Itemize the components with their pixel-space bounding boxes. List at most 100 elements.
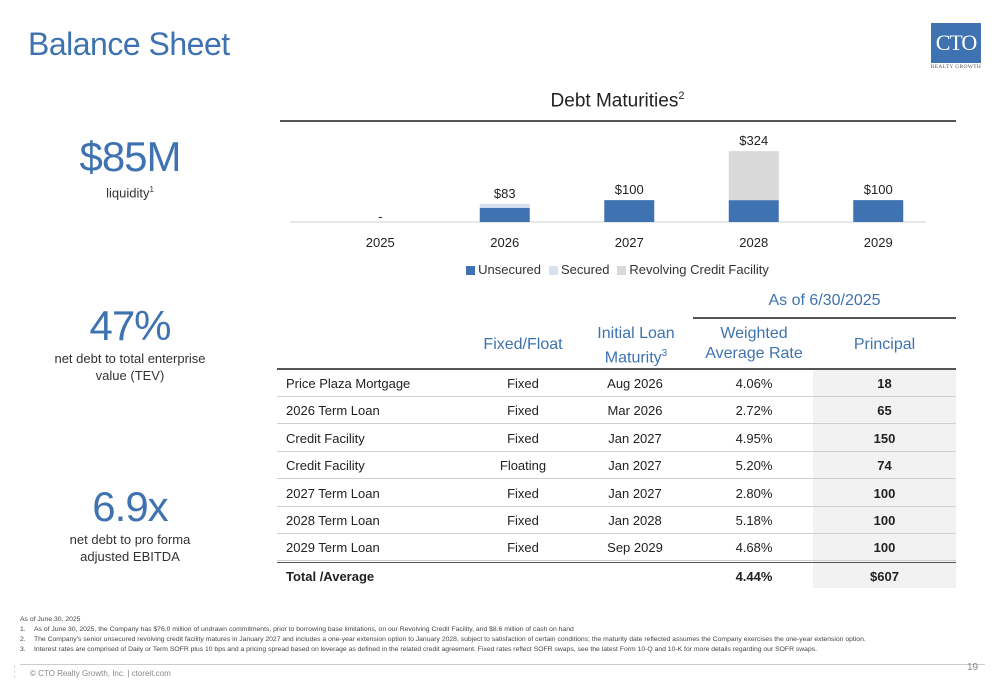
data-label: $100	[615, 182, 644, 197]
legend-item: Secured	[549, 262, 609, 277]
bar-unsecured	[728, 200, 779, 222]
cell-rate: 5.20%	[735, 458, 773, 474]
total-rule	[277, 562, 956, 563]
row-divider	[277, 505, 956, 507]
cell-principal: 100	[873, 513, 896, 528]
cell-rate: 5.18%	[735, 513, 773, 528]
table-row: 2027 Term Loan Fixed Jan 2027 2.80% 100	[277, 480, 956, 507]
cell-fixed-float: Fixed	[507, 540, 539, 556]
cell-fixed-float: Floating	[499, 458, 547, 474]
col-header-maturity: Initial Loan Maturity3	[597, 325, 675, 367]
footnote-1: 1. As of June 30, 2025, the Company has $…	[20, 626, 574, 633]
cell-principal: 150	[873, 430, 896, 446]
company-logo: CTO	[931, 23, 981, 63]
legend-label: Secured	[561, 262, 610, 277]
row-divider	[277, 450, 956, 452]
x-tick-label: 2025	[366, 235, 395, 250]
cell-name: 2028 Term Loan	[286, 513, 380, 528]
copyright: © CTO Realty Growth, Inc. | ctoreit.com	[30, 669, 171, 678]
total-label: Total /Average	[286, 569, 375, 584]
page-title: Balance Sheet	[28, 26, 230, 62]
legend-item: Unsecured	[466, 262, 541, 277]
metric-value: 47%	[89, 302, 171, 349]
cell-principal: 18	[877, 376, 892, 391]
x-tick-label: 2027	[615, 235, 644, 250]
bar-unsecured	[479, 207, 530, 222]
cell-fixed-float: Fixed	[507, 403, 539, 419]
debt-maturities-chart: - 2025 $83 2026 $100 2027 $324 2028 $100 2029	[290, 133, 926, 250]
metric-label: net debt to pro forma adjusted EBITDA	[69, 532, 191, 564]
total-rate: 4.44%	[735, 569, 773, 584]
table-row: 2026 Term Loan Fixed Mar 2026 2.72% 65	[277, 397, 956, 425]
cell-name: 2026 Term Loan	[286, 403, 380, 419]
cell-name: 2029 Term Loan	[286, 540, 380, 556]
legend-label: Unsecured	[478, 262, 541, 277]
table-row: 2029 Term Loan Fixed Sep 2029 4.68% 100	[277, 534, 956, 562]
row-divider	[277, 423, 956, 425]
table-row: Credit Facility Fixed Jan 2027 4.95% 150	[277, 425, 956, 452]
row-divider	[277, 560, 956, 562]
cell-name: Credit Facility	[286, 430, 365, 446]
legend-swatch	[549, 266, 558, 275]
table-as-of-label: As of 6/30/2025	[768, 292, 881, 309]
footnote-3: 3. Interest rates are comprised of Daily …	[20, 646, 818, 653]
table-row: Credit Facility Floating Jan 2027 5.20% 74	[277, 452, 956, 480]
cell-rate: 2.72%	[735, 403, 773, 419]
data-label: -	[378, 209, 382, 224]
legend-label: Revolving Credit Facility	[629, 262, 769, 277]
total-principal: $607	[870, 569, 899, 584]
cell-name: Price Plaza Mortgage	[286, 376, 411, 391]
metric-label: liquidity1	[106, 185, 154, 201]
x-tick-label: 2026	[490, 235, 519, 250]
legend-swatch	[617, 266, 627, 275]
cell-maturity: Aug 2026	[607, 376, 663, 391]
legend-swatch	[466, 266, 476, 275]
metric-value: 6.9x	[92, 483, 168, 530]
col-header-fixed-float: Fixed/Float	[483, 336, 563, 353]
cell-rate: 4.68%	[735, 540, 773, 556]
bar-revolving-credit-facility	[728, 151, 779, 201]
table-row: 2028 Term Loan Fixed Jan 2028 5.18% 100	[277, 507, 956, 534]
col-header-principal: Principal	[853, 336, 916, 353]
cell-maturity: Mar 2026	[607, 403, 663, 419]
cell-name: 2027 Term Loan	[286, 485, 380, 501]
metric-label: net debt to total enterprise value (TEV)	[54, 351, 206, 383]
footer-logo: ▪ ▪ ▪	[14, 664, 16, 679]
as-of-rule	[693, 317, 956, 319]
chart-title: Debt Maturities2	[550, 90, 685, 112]
metric-net-debt-ebitda: 6.9x net debt to pro forma adjusted EBIT…	[40, 483, 220, 565]
data-label: $324	[739, 133, 768, 148]
bar-secured	[479, 203, 530, 208]
cell-maturity: Jan 2027	[608, 458, 662, 474]
cell-fixed-float: Fixed	[507, 430, 539, 446]
metric-value: $85M	[79, 133, 181, 180]
legend-item: Revolving Credit Facility	[617, 262, 769, 277]
bar-unsecured	[853, 200, 904, 222]
cell-principal: 100	[873, 485, 896, 501]
cell-maturity: Sep 2029	[607, 540, 663, 556]
data-label: $83	[494, 186, 516, 201]
col-header-rate: Weighted Average Rate	[705, 325, 803, 362]
table-row: Price Plaza Mortgage Fixed Aug 2026 4.06% 18	[277, 370, 956, 397]
row-divider	[277, 396, 956, 397]
cell-rate: 2.80%	[735, 485, 773, 501]
table-header-rule	[277, 368, 956, 370]
footnote-2: 2. The Company's senior unsecured revolvi…	[20, 636, 866, 643]
chart-legend: Unsecured Secured Revolving Credit Facilit…	[280, 262, 955, 277]
footnotes: As of June 30, 2025 1. As of June 30, 202…	[20, 615, 980, 655]
data-label: $100	[864, 182, 893, 197]
table-total-row: Total /Average 4.44% $607	[277, 563, 956, 590]
chart-title-rule	[280, 120, 956, 122]
metric-liquidity: $85M liquidity1	[50, 133, 210, 201]
cell-principal: 100	[873, 540, 896, 556]
cell-name: Credit Facility	[286, 458, 365, 474]
cell-fixed-float: Fixed	[507, 513, 539, 528]
bar-unsecured	[604, 200, 655, 222]
footer-rule	[20, 664, 985, 665]
x-tick-label: 2029	[864, 235, 893, 250]
page-number: 19	[967, 662, 979, 673]
row-divider	[277, 533, 956, 534]
cell-principal: 65	[877, 403, 892, 419]
cell-maturity: Jan 2027	[608, 430, 662, 446]
footnote-intro: As of June 30, 2025	[20, 616, 81, 623]
